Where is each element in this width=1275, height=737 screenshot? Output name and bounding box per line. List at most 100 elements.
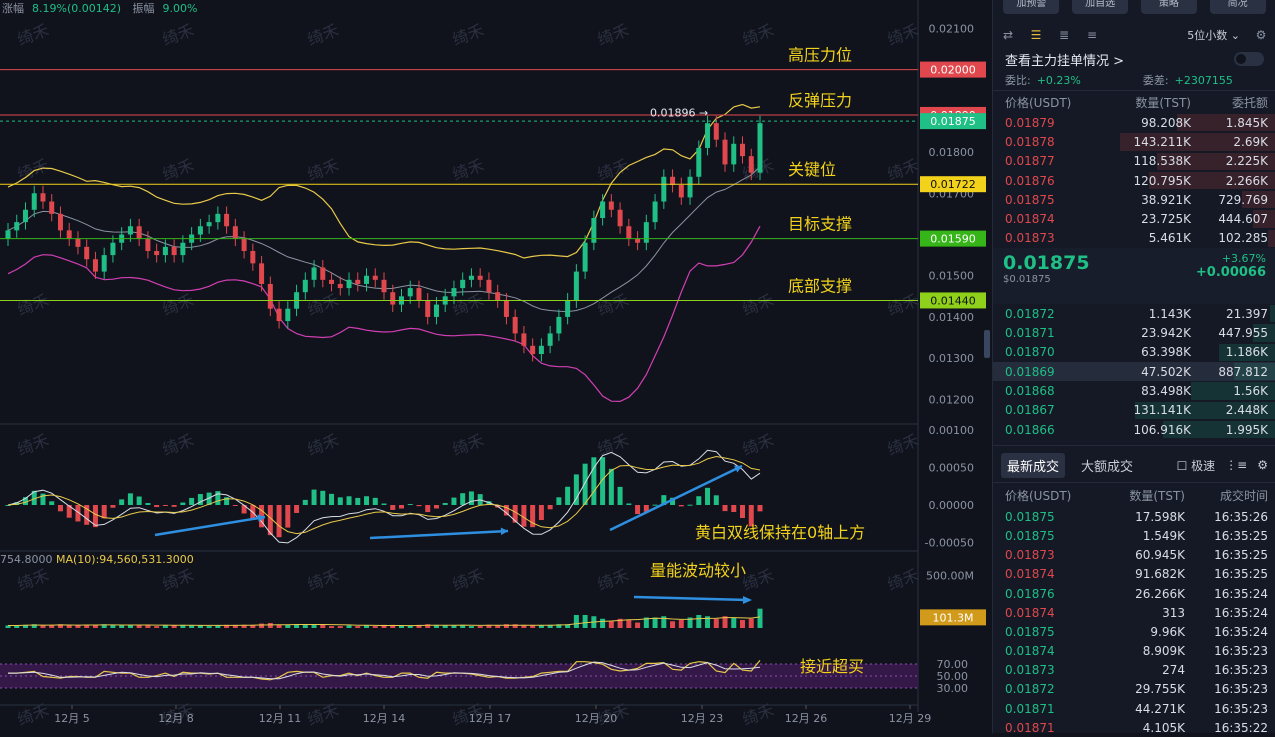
volume-bar bbox=[714, 619, 719, 628]
bid-qty: 23.942K bbox=[1093, 326, 1191, 340]
chart-area[interactable]: 绮禾绮禾绮禾绮禾绮禾绮禾绮禾绮禾绮禾绮禾绮禾绮禾绮禾绮禾绮禾绮禾绮禾绮禾绮禾绮禾… bbox=[0, 0, 990, 733]
trade-price: 0.01875 bbox=[1005, 625, 1093, 639]
asks-icon[interactable]: ≡ bbox=[1085, 28, 1099, 42]
macd-annotation: 黄白双线保持在0轴上方 bbox=[695, 523, 865, 542]
tab-large-trades[interactable]: 大额成交 bbox=[1075, 453, 1139, 478]
candle-body bbox=[49, 202, 54, 214]
macd-histogram-bar bbox=[679, 505, 684, 506]
main-orders-row[interactable]: 查看主力挂单情况 > bbox=[993, 48, 1275, 70]
macd-tick: 0.00050 bbox=[929, 462, 975, 475]
candle-body bbox=[661, 177, 666, 202]
level-annotation: 底部支撑 bbox=[788, 276, 852, 295]
overview-button[interactable]: 简况 bbox=[1210, 0, 1266, 14]
amplitude-value: 9.00% bbox=[163, 2, 198, 15]
chevron-down-icon: ⌄ bbox=[1231, 29, 1240, 42]
ask-amount: 2.225K bbox=[1191, 154, 1268, 168]
tab-latest-trades[interactable]: 最新成交 bbox=[1001, 453, 1065, 478]
volume-bar bbox=[259, 624, 264, 628]
ask-price: 0.01874 bbox=[1005, 212, 1093, 226]
ask-qty: 120.795K bbox=[1093, 174, 1191, 188]
bid-qty: 47.502K bbox=[1093, 365, 1191, 379]
candle-body bbox=[731, 144, 736, 165]
orderbook-toolbar: ⇄ ☰ ≣ ≡ 5位小数 ⌄ ⚙ bbox=[993, 14, 1275, 48]
strategy-button[interactable]: 策略 bbox=[1141, 0, 1197, 14]
ob-qty-header[interactable]: 数量(TST) bbox=[1093, 94, 1191, 111]
candle-body bbox=[128, 226, 133, 234]
trade-qty: 313 bbox=[1093, 606, 1185, 620]
x-tick-label: 12月 23 bbox=[681, 712, 724, 725]
fast-mode-checkbox[interactable]: ☐ 极速 bbox=[1177, 457, 1216, 474]
bids-icon[interactable]: ≣ bbox=[1057, 28, 1071, 42]
candle-body bbox=[548, 333, 553, 345]
candle-body bbox=[539, 346, 544, 354]
candle-body bbox=[513, 317, 518, 333]
tr-qty-header[interactable]: 数量(TST) bbox=[1093, 487, 1185, 504]
macd-histogram-bar bbox=[119, 499, 124, 505]
candlestick-chart[interactable]: 绮禾绮禾绮禾绮禾绮禾绮禾绮禾绮禾绮禾绮禾绮禾绮禾绮禾绮禾绮禾绮禾绮禾绮禾绮禾绮禾… bbox=[0, 0, 990, 733]
panel-collapse-handle[interactable] bbox=[984, 330, 990, 358]
macd-histogram-bar bbox=[705, 488, 710, 505]
decimal-select[interactable]: 5位小数 ⌄ bbox=[1187, 27, 1240, 43]
settings-icon[interactable]: ⚙ bbox=[1254, 28, 1268, 42]
candle-body bbox=[40, 193, 45, 201]
ask-amount: 729.769 bbox=[1191, 193, 1268, 207]
macd-histogram-bar bbox=[583, 464, 588, 505]
volume-bar bbox=[530, 625, 535, 628]
candle-body bbox=[224, 214, 229, 226]
trade-price: 0.01874 bbox=[1005, 644, 1093, 658]
volume-bar bbox=[758, 609, 763, 628]
candle-body bbox=[84, 247, 89, 259]
ob-amount-header[interactable]: 委托额 bbox=[1191, 94, 1268, 111]
top-button-row: 加预警 加自选 策略 简况 bbox=[993, 0, 1275, 14]
watchlist-button[interactable]: 加自选 bbox=[1072, 0, 1128, 14]
trade-price: 0.01874 bbox=[1005, 567, 1093, 581]
macd-histogram-bar bbox=[329, 494, 334, 505]
candle-body bbox=[644, 222, 649, 243]
volume-bar bbox=[670, 621, 675, 628]
level-price-label: 0.02000 bbox=[930, 64, 976, 77]
trades-settings-icon[interactable]: ⚙ bbox=[1257, 458, 1268, 472]
main-orders-toggle[interactable] bbox=[1234, 52, 1264, 66]
wb-value: +0.23% bbox=[1037, 74, 1081, 87]
volume-bar bbox=[207, 626, 212, 628]
bid-amount: 1.56K bbox=[1191, 384, 1268, 398]
list-filter-icon[interactable]: ⋮≡ bbox=[1225, 458, 1247, 472]
depth-icon[interactable]: ⇄ bbox=[1001, 28, 1015, 42]
trade-qty: 60.945K bbox=[1093, 548, 1185, 562]
bid-price: 0.01872 bbox=[1005, 307, 1093, 321]
volume-bar bbox=[329, 626, 334, 628]
macd-histogram-bar bbox=[364, 496, 369, 505]
macd-histogram-bar bbox=[513, 505, 518, 523]
volume-bar bbox=[609, 621, 614, 628]
alert-button[interactable]: 加预警 bbox=[1003, 0, 1059, 14]
trade-qty: 44.271K bbox=[1093, 702, 1185, 716]
both-sides-icon[interactable]: ☰ bbox=[1029, 28, 1043, 42]
macd-tick: 0.00100 bbox=[929, 424, 975, 437]
